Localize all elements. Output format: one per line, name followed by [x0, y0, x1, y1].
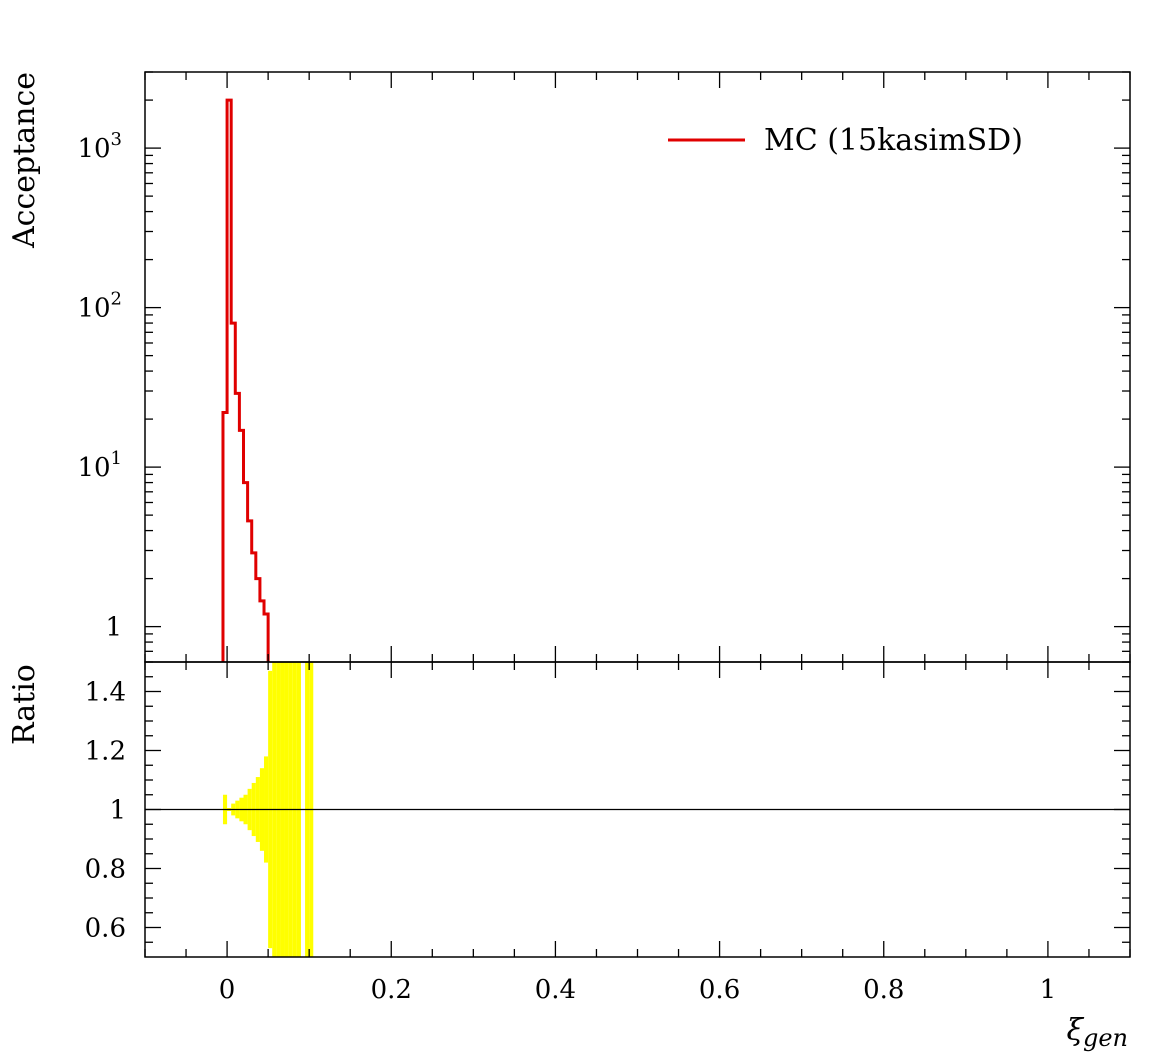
legend: MC (15kasimSD)	[668, 123, 1023, 158]
panel-frames	[144, 71, 1131, 958]
main-ytick-label-2: 102	[77, 289, 122, 324]
main-series-group	[221, 98, 270, 662]
x-axis-title-subscript: gen	[1083, 1024, 1128, 1052]
xtick-label-4: 0.8	[863, 975, 904, 1005]
ratio-ytick-label-3: 1.2	[85, 737, 126, 767]
main-ytick-label-3: 103	[77, 129, 122, 164]
ratio-ytick-label-4: 1.4	[85, 678, 126, 708]
main-ytick-label-1: 101	[77, 448, 122, 483]
x-axis-title: ξgen	[1066, 1013, 1128, 1052]
legend-label-mc: MC (15kasimSD)	[764, 123, 1023, 158]
ratio-panel-frame	[144, 661, 1131, 958]
xtick-label-5: 1	[1040, 975, 1057, 1005]
ratio-ytick-label-0: 0.6	[85, 914, 126, 944]
x-axis-title-symbol: ξ	[1066, 1013, 1084, 1048]
main-panel-frame	[144, 71, 1131, 663]
main-ytick-label-0: 1	[105, 613, 122, 643]
tick-labels: 1 101 102 103 0.6 0.8 1 1.2 1.4 0 0.2 0.4 0.6 0.8 1	[77, 129, 1056, 1005]
xtick-label-1: 0.2	[371, 975, 412, 1005]
ratio-y-axis-title: Ratio	[7, 664, 42, 745]
ratio-ytick-label-1: 0.8	[85, 855, 126, 885]
ratio-ytick-label-2: 1	[109, 796, 126, 826]
xtick-label-2: 0.4	[535, 975, 576, 1005]
series-line-0	[221, 98, 270, 662]
xtick-label-0: 0	[219, 975, 236, 1005]
xtick-label-3: 0.6	[699, 975, 740, 1005]
axis-ticks	[144, 71, 1131, 957]
main-y-axis-title: Acceptance	[7, 72, 42, 249]
